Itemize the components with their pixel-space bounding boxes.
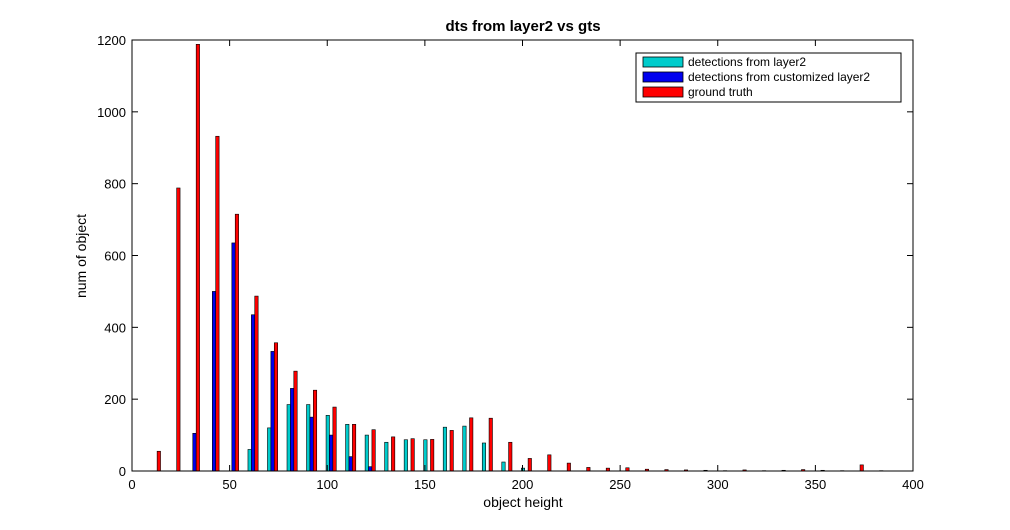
x-tick-label-8: 400 — [902, 477, 924, 492]
bar-2-22 — [586, 467, 591, 472]
x-tick-label-1: 50 — [222, 477, 236, 492]
x-tick-label-4: 200 — [512, 477, 534, 492]
bar-2-20 — [547, 454, 552, 472]
bar-2-1 — [176, 187, 181, 472]
bar-2-9 — [332, 406, 337, 472]
bar-1-6 — [270, 351, 275, 472]
bar-0-12 — [384, 441, 389, 472]
bar-0-7 — [286, 404, 291, 472]
bar-1-7 — [290, 388, 295, 472]
legend-swatch-2 — [642, 86, 684, 98]
y-tick-label-4: 800 — [104, 177, 126, 192]
bar-0-8 — [306, 404, 311, 472]
y-tick-label-5: 1000 — [97, 105, 126, 120]
bar-1-4 — [231, 242, 236, 472]
bar-1-2 — [192, 432, 197, 472]
bars-layer — [156, 44, 884, 472]
legend-swatch-1 — [642, 71, 684, 83]
bar-0-17 — [481, 442, 486, 472]
bar-2-18 — [508, 441, 513, 472]
y-tick-label-0: 0 — [119, 464, 126, 479]
bar-0-5 — [247, 449, 252, 472]
x-tick-label-2: 100 — [316, 477, 338, 492]
x-tick-label-6: 300 — [707, 477, 729, 492]
bar-2-4 — [234, 213, 239, 472]
plot-frame — [131, 39, 914, 472]
bar-2-14 — [430, 439, 435, 472]
x-tick-label-7: 350 — [805, 477, 827, 492]
bar-2-12 — [391, 436, 396, 472]
bar-0-10 — [345, 424, 350, 472]
bar-2-0 — [156, 450, 161, 472]
chart-title: dts from layer2 vs gts — [445, 18, 600, 35]
y-tick-label-2: 400 — [104, 320, 126, 335]
x-tick-label-0: 0 — [128, 477, 135, 492]
bar-0-9 — [325, 415, 330, 472]
bar-2-15 — [449, 430, 454, 472]
bar-0-18 — [501, 461, 506, 472]
y-axis-label: num of object — [73, 214, 89, 298]
bar-1-3 — [212, 291, 217, 472]
bar-0-15 — [442, 426, 447, 472]
bar-2-36 — [859, 464, 864, 472]
ticks-layer: 0 50 100 150 200 250 300 350 400 0 200 400 600 800 100… — [97, 33, 924, 492]
bar-2-2 — [195, 44, 200, 472]
y-tick-label-3: 600 — [104, 249, 126, 264]
bar-2-19 — [527, 458, 532, 472]
bar-1-10 — [348, 456, 353, 472]
bar-1-9 — [329, 434, 334, 472]
x-tick-label-5: 250 — [609, 477, 631, 492]
bar-0-16 — [462, 425, 467, 472]
bar-0-11 — [364, 434, 369, 472]
x-tick-label-3: 150 — [414, 477, 436, 492]
bar-2-13 — [410, 438, 415, 472]
legend-label-1: detections from customized layer2 — [688, 70, 870, 84]
y-tick-label-6: 1200 — [97, 33, 126, 48]
bar-2-10 — [352, 424, 357, 472]
bar-0-6 — [267, 427, 272, 472]
bar-1-11 — [368, 466, 373, 472]
bar-2-7 — [293, 370, 298, 472]
x-axis-label: object height — [483, 494, 563, 510]
bar-1-5 — [251, 314, 256, 472]
bar-2-3 — [215, 135, 220, 472]
legend-label-2: ground truth — [688, 85, 753, 99]
bar-2-21 — [566, 462, 571, 472]
bar-2-11 — [371, 429, 376, 472]
bar-2-16 — [469, 417, 474, 472]
legend-swatch-0 — [642, 56, 684, 68]
bar-2-17 — [488, 417, 493, 472]
bar-2-6 — [273, 342, 278, 472]
bar-0-14 — [423, 439, 428, 472]
bar-0-13 — [403, 439, 408, 472]
bar-1-8 — [309, 416, 314, 472]
y-tick-label-1: 200 — [104, 392, 126, 407]
legend-label-0: detections from layer2 — [688, 55, 806, 69]
bar-2-5 — [254, 295, 259, 472]
bar-2-8 — [313, 389, 318, 472]
